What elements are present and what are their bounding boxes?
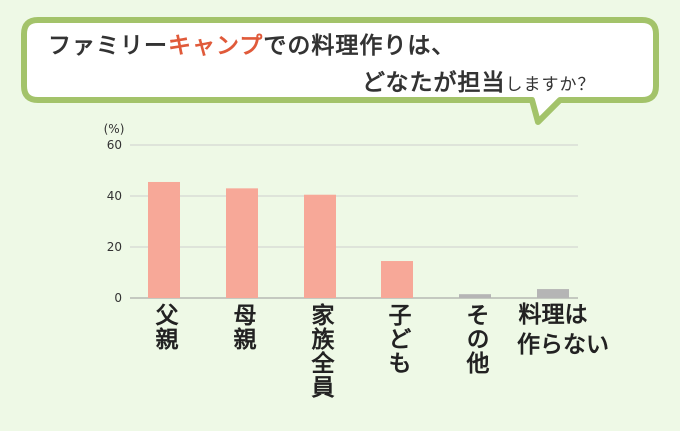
y-tick-label: 20 <box>107 240 122 254</box>
bar-0 <box>148 181 180 298</box>
bar-4 <box>459 294 491 298</box>
title-accent: キャンプ <box>168 33 264 59</box>
category-label: 料理は 作らない <box>517 302 609 358</box>
bar-2 <box>304 194 336 298</box>
title-line-2: どなたが担当しますか？ <box>362 70 596 96</box>
bar-3 <box>381 261 413 298</box>
category-label: 家族全員 <box>307 303 333 399</box>
bar-1 <box>226 188 258 298</box>
category-label: 子ども <box>384 303 410 375</box>
y-unit-label: (%) <box>104 122 125 136</box>
title-small-text: しますか？ <box>505 75 596 95</box>
y-tick-label: 40 <box>107 189 122 203</box>
y-tick-label: 60 <box>107 138 122 152</box>
y-tick-label: 0 <box>114 291 122 305</box>
speech-bubble <box>21 17 659 125</box>
category-label: 母親 <box>229 303 255 351</box>
bar-5 <box>537 289 569 298</box>
title-line-1: ファミリーキャンプでの料理作りは、 <box>48 33 456 59</box>
category-label: その他 <box>462 303 488 375</box>
category-label: 父親 <box>151 303 177 351</box>
